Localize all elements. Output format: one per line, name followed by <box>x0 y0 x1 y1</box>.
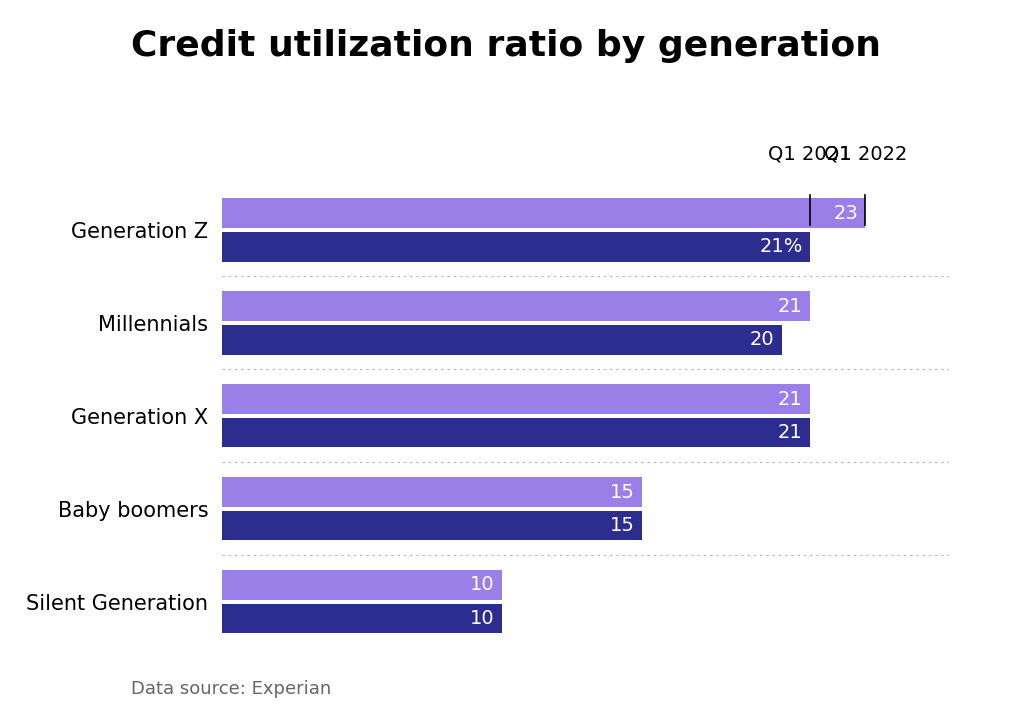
Text: Data source: Experian: Data source: Experian <box>131 680 331 698</box>
Bar <box>222 325 782 354</box>
Text: 10: 10 <box>471 609 495 628</box>
Bar <box>222 477 641 507</box>
Bar <box>222 199 866 228</box>
Text: 15: 15 <box>610 482 634 502</box>
Bar <box>222 418 810 447</box>
Text: 21: 21 <box>778 390 803 409</box>
Bar <box>222 292 810 321</box>
Text: Q1 2021: Q1 2021 <box>768 144 851 163</box>
Bar <box>222 510 641 541</box>
Bar <box>222 232 810 261</box>
Bar <box>222 570 502 600</box>
Text: 23: 23 <box>833 204 858 222</box>
Text: 10: 10 <box>471 575 495 595</box>
Text: 21: 21 <box>778 297 803 316</box>
Bar <box>222 603 502 634</box>
Bar <box>222 384 810 414</box>
Text: 21%: 21% <box>760 238 803 256</box>
Text: 21: 21 <box>778 423 803 442</box>
Text: Q1 2022: Q1 2022 <box>824 144 907 163</box>
Text: Credit utilization ratio by generation: Credit utilization ratio by generation <box>131 29 882 63</box>
Text: 15: 15 <box>610 516 634 535</box>
Text: 20: 20 <box>750 330 775 349</box>
